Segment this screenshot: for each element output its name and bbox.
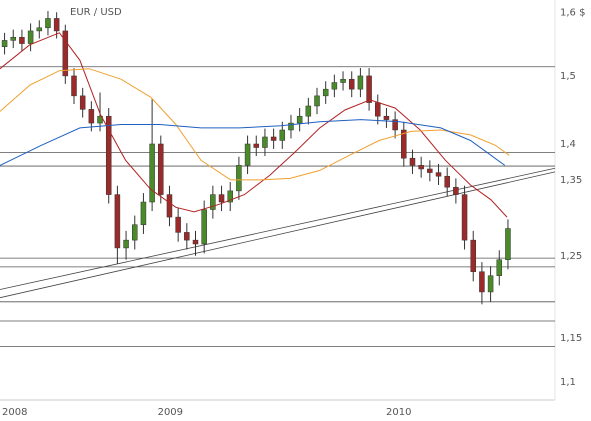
moving-average [0, 119, 506, 166]
candle-body [314, 95, 320, 107]
candle-body [505, 228, 511, 260]
candle-body [383, 115, 390, 120]
candle-body [236, 165, 242, 192]
candle-body [166, 194, 173, 218]
candle-body [375, 102, 381, 117]
candle-body [10, 36, 16, 41]
candle-body [36, 27, 43, 32]
candle-body [184, 232, 190, 241]
candle-body [392, 119, 398, 131]
candle-body [409, 157, 416, 166]
candle-body [427, 168, 433, 173]
candle-body [366, 75, 372, 103]
candle-body [470, 239, 476, 272]
candle-body [496, 259, 503, 276]
candle-body [62, 30, 69, 77]
candle-body [27, 30, 34, 44]
candle-body [114, 194, 121, 249]
candle-body [218, 194, 225, 203]
candle-body [71, 75, 77, 97]
candle-body [105, 115, 112, 195]
candle-body [158, 143, 164, 195]
candle-body [279, 129, 286, 141]
candle-body [331, 82, 338, 90]
moving-average [0, 68, 510, 181]
candle-body [357, 75, 364, 90]
candle-body [175, 216, 181, 233]
trend-line [0, 167, 556, 290]
candle-body [53, 18, 60, 32]
y-tick-label: 1,15 [560, 333, 582, 344]
candle-body [244, 143, 251, 166]
candle-body [19, 36, 25, 44]
candle-body [192, 239, 199, 245]
candle-body [461, 194, 468, 241]
chart-title: EUR / USD [70, 7, 122, 18]
x-tick-label: 2008 [2, 407, 27, 418]
candle-body [348, 78, 355, 90]
y-tick-label: 1,25 [560, 251, 582, 262]
candle-body [210, 194, 216, 210]
candle-body [305, 105, 312, 117]
candle-body [340, 78, 346, 83]
candle-body [132, 224, 138, 241]
candle-body [201, 209, 207, 245]
candle-body [1, 40, 8, 48]
y-tick-label: 1,6 $ [560, 7, 585, 18]
candle-body [140, 201, 147, 225]
moving-average [0, 32, 508, 218]
x-tick-label: 2010 [386, 407, 411, 418]
candle-body [88, 109, 95, 124]
y-tick-label: 1,4 [560, 139, 576, 150]
candle-body [453, 186, 459, 195]
candle-body [227, 190, 233, 203]
y-tick-label: 1,5 [560, 71, 576, 82]
candle-body [253, 143, 260, 148]
y-tick-label: 1,35 [560, 175, 582, 186]
y-tick-label: 1,1 [560, 377, 576, 388]
candle-body [479, 271, 485, 293]
candle-body [45, 18, 51, 29]
candle-body [262, 136, 268, 148]
candle-body [270, 136, 277, 141]
candle-body [97, 115, 103, 124]
x-tick-label: 2009 [158, 407, 183, 418]
candle-body [435, 172, 442, 177]
candle-body [149, 143, 155, 203]
candle-body [444, 175, 450, 188]
candle-body [487, 275, 494, 293]
candle-body [288, 122, 294, 131]
candle-body [123, 239, 129, 249]
trend-line [0, 171, 556, 299]
candle-body [296, 115, 303, 124]
candle-body [322, 88, 329, 97]
candle-body [418, 165, 424, 170]
candle-body [401, 129, 407, 159]
candle-body [79, 95, 86, 110]
